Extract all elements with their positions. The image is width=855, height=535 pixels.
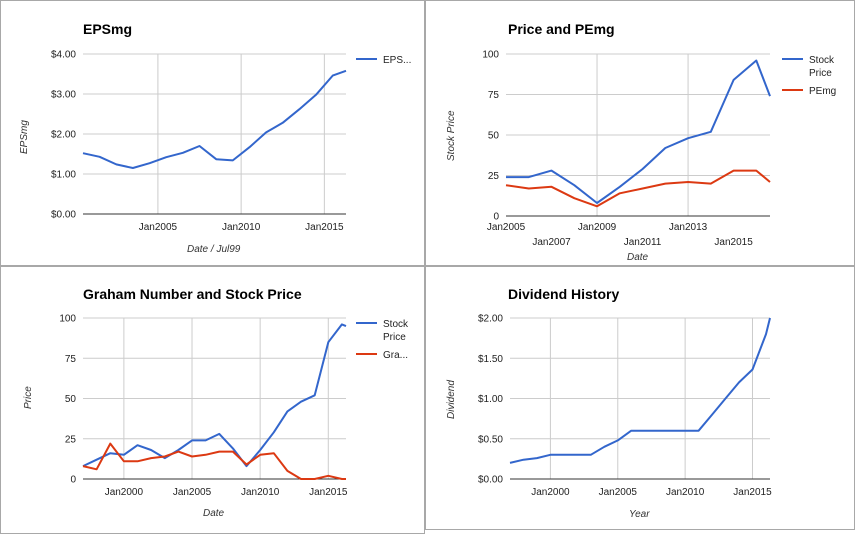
x-tick-label: Jan2015 [733,487,772,498]
y-tick-label: $1.00 [51,170,76,181]
y-tick-label: 0 [70,475,76,486]
series-line [82,69,347,169]
chart-panel-price-pemg: Price and PEmg Stock Price Date 0 25 50 75 1… [425,0,855,266]
y-tick-label: $2.00 [51,130,76,141]
series-line [82,442,346,480]
chart-plot: $0.00 $1.00 $2.00 $3.00 $4.00 Jan2005 Jan2010 J… [51,50,411,234]
x-axis-label: Date [203,508,225,519]
chart-plot: 0 25 50 75 100 Jan2000 Jan2005 Jan2010 Jan2015 St… [59,314,409,499]
y-tick-label: 50 [488,131,500,142]
chart-panel-dividend: Dividend History Dividend Year $0.00 $0.5… [425,266,855,530]
x-tick-label: Jan2010 [241,487,280,498]
series-line [505,169,771,208]
y-tick-label: 50 [65,394,77,405]
y-tick-label: 25 [488,171,500,182]
x-tick-label: Jan2015 [714,237,753,248]
y-tick-label: $1.00 [478,394,503,405]
x-tick-label: Jan2005 [139,222,178,233]
x-tick-label: Jan2015 [309,487,348,498]
x-tick-label: Jan2009 [578,222,617,233]
y-tick-label: 75 [65,354,77,365]
x-tick-label: Jan2005 [487,222,526,233]
x-tick-label: Jan2005 [173,487,212,498]
y-tick-label: 100 [59,314,76,325]
chart-panel-epsmg: EPSmg EPSmg Date / Jul99 $0.00 $1.00 $2.00… [0,0,425,266]
legend-label: EPS... [383,55,411,66]
y-tick-label: 75 [488,90,500,101]
x-tick-label: Jan2000 [531,487,570,498]
x-axis-label: Date [627,252,649,263]
y-tick-label: 100 [482,50,499,61]
y-tick-label: $0.50 [478,434,503,445]
chart-title: EPSmg [83,21,133,37]
chart-title: Price and PEmg [508,21,615,37]
x-tick-label: Jan2000 [105,487,144,498]
x-tick-label: Jan2011 [624,237,662,248]
series-line [509,317,771,464]
chart-panel-graham: Graham Number and Stock Price Price Date… [0,266,425,534]
chart-title: Graham Number and Stock Price [83,286,302,302]
y-tick-label: $0.00 [51,210,76,221]
x-tick-label: Jan2010 [222,222,261,233]
chart-plot: $0.00 $0.50 $1.00 $1.50 $2.00 Jan2000 Jan2005 J… [478,314,772,499]
x-tick-label: Jan2015 [305,222,344,233]
legend-label: PEmg [809,86,836,97]
y-tick-label: $2.00 [478,314,503,325]
y-tick-label: $0.00 [478,475,503,486]
x-tick-label: Jan2007 [532,237,571,248]
legend-label: Stock Price [809,55,835,79]
series-line [506,59,771,204]
x-axis-label: Year [629,509,650,520]
legend-label: Stock Price [383,319,409,343]
chart-plot: 0 25 50 75 100 Jan2005 Jan2007 Jan2009 Jan2011 Ja… [482,50,836,249]
y-tick-label: 25 [65,434,77,445]
legend-label: Gra... [383,350,408,361]
y-tick-label: $1.50 [478,354,503,365]
x-tick-label: Jan2013 [669,222,708,233]
x-tick-label: Jan2005 [599,487,638,498]
x-axis-label: Date / Jul99 [187,244,241,255]
y-tick-label: $4.00 [51,50,76,61]
x-tick-label: Jan2010 [666,487,705,498]
series-line [82,323,347,468]
chart-title: Dividend History [508,286,620,302]
y-tick-label: 0 [493,212,499,223]
y-tick-label: $3.00 [51,90,76,101]
